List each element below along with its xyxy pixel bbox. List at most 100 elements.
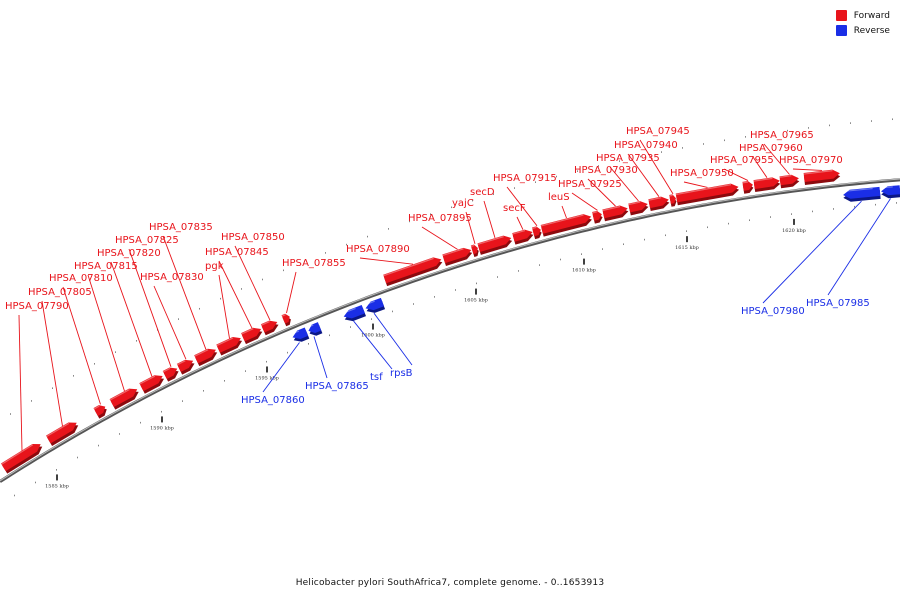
major-tick	[475, 288, 477, 295]
minor-tick	[871, 120, 872, 122]
gene-leader-line	[571, 192, 598, 211]
minor-tick	[787, 129, 788, 132]
gene-arrow-highlight	[628, 201, 641, 206]
gene-arrow-face	[540, 214, 592, 234]
gene-label: yajC	[452, 198, 474, 209]
gene-label: HPSA_07845	[205, 247, 269, 258]
gene-rpsB	[364, 297, 386, 313]
minor-tick	[598, 165, 599, 167]
gene-secF	[512, 229, 534, 245]
forward-swatch	[835, 10, 847, 21]
gene-arrow-highlight	[290, 330, 300, 335]
gene-arrow-highlight	[512, 229, 526, 235]
gene-arrow-highlight	[281, 314, 286, 317]
gene-HPSA_07805	[45, 422, 79, 447]
minor-tick	[409, 220, 410, 223]
minor-tick	[136, 340, 137, 342]
minor-tick	[707, 226, 708, 229]
gene-arrow-face	[779, 174, 799, 186]
gene-arrow-face	[592, 210, 602, 221]
gene-HPSA_07940	[648, 196, 670, 212]
minor-tick	[833, 208, 834, 210]
gene-label: HPSA_07825	[115, 235, 179, 246]
minor-tick	[623, 243, 624, 246]
gene-label: HPSA_07895	[408, 213, 472, 224]
minor-tick	[115, 351, 116, 353]
gene-HPSA_07955	[742, 181, 754, 194]
minor-tick	[31, 400, 32, 402]
minor-tick	[350, 326, 351, 328]
gene-HPSA_07960	[753, 177, 781, 192]
gene-label: secD	[470, 187, 495, 198]
major-tick	[686, 236, 688, 243]
gene-leuS	[540, 214, 592, 237]
minor-tick	[283, 269, 284, 272]
gene-arrow-highlight	[880, 186, 893, 189]
gene-label: HPSA_07945	[626, 126, 690, 137]
gene-arrow-face	[308, 322, 322, 333]
major-tick	[161, 416, 163, 423]
gene-arrow-face	[628, 201, 648, 213]
gene-label: HPSA_07930	[574, 165, 638, 176]
gene-label: rpsB	[390, 368, 413, 379]
gene-arrow-face	[512, 229, 533, 242]
backbone-line	[0, 178, 900, 483]
gene-arrow-highlight	[364, 300, 375, 306]
minor-tick	[329, 334, 330, 337]
gene-arrow-highlight	[470, 244, 475, 248]
minor-tick	[161, 410, 162, 413]
gene-arrow-face	[803, 169, 840, 182]
gene-leader-line	[483, 200, 496, 238]
gene-leader-line	[359, 257, 414, 265]
gene-arrow-highlight	[139, 375, 156, 385]
minor-tick	[287, 351, 288, 354]
tick-label: 1595 kbp	[255, 375, 279, 381]
gene-label: pgk	[205, 261, 224, 272]
gene-arrow-face	[194, 348, 216, 364]
gene-leader-line	[506, 186, 538, 227]
gene-arrow-face	[675, 183, 739, 203]
gene-leader-line	[763, 143, 790, 175]
minor-tick	[434, 296, 435, 298]
gene-label: HPSA_07810	[49, 273, 113, 284]
minor-tick	[518, 270, 519, 272]
gene-arrow-face	[669, 194, 676, 204]
gene-arrow-highlight	[162, 367, 171, 373]
gene-label: HPSA_07805	[28, 287, 92, 298]
gene-arrow-highlight	[540, 214, 584, 227]
minor-tick	[472, 199, 473, 202]
gene-HPSA_07815	[109, 388, 139, 410]
gene-arrow-highlight	[177, 360, 186, 366]
minor-tick	[644, 238, 645, 241]
gene-arrow-highlight	[46, 422, 70, 438]
gene-arrow-highlight	[742, 181, 749, 184]
minor-tick	[140, 421, 141, 424]
gene-label: HPSA_07965	[750, 130, 814, 141]
minor-tick	[808, 127, 809, 129]
gene-HPSA_07825	[162, 367, 179, 382]
gene-leader-line	[561, 205, 567, 219]
gene-label: HPSA_07865	[305, 381, 369, 392]
gene-HPSA_07860	[290, 327, 310, 342]
scale-ticks: 1585 kbp 1590 kbp 1595 kbp 1600 kbp 1605 kbp…	[10, 118, 897, 497]
gene-leader-line	[262, 342, 300, 393]
gene-arrow-face	[742, 181, 753, 191]
gene-arrow-highlight	[1, 444, 34, 465]
minor-tick	[556, 175, 557, 178]
minor-tick	[224, 380, 225, 382]
gene-leader-line	[587, 178, 616, 207]
minor-tick	[875, 203, 876, 206]
minor-tick	[770, 216, 771, 218]
gene-arrow-face	[0, 443, 41, 472]
minor-tick	[94, 363, 95, 365]
minor-tick	[497, 276, 498, 278]
gene-leader-line	[153, 285, 187, 360]
gene-leader-line	[465, 211, 476, 245]
gene-label: secF	[503, 203, 526, 214]
forward-label: Forward	[853, 10, 890, 21]
backbone-highlight	[0, 178, 900, 482]
gene-HPSA_07930	[602, 205, 629, 222]
gene-label: HPSA_07985	[806, 298, 870, 309]
gene-leader-line	[373, 312, 413, 366]
